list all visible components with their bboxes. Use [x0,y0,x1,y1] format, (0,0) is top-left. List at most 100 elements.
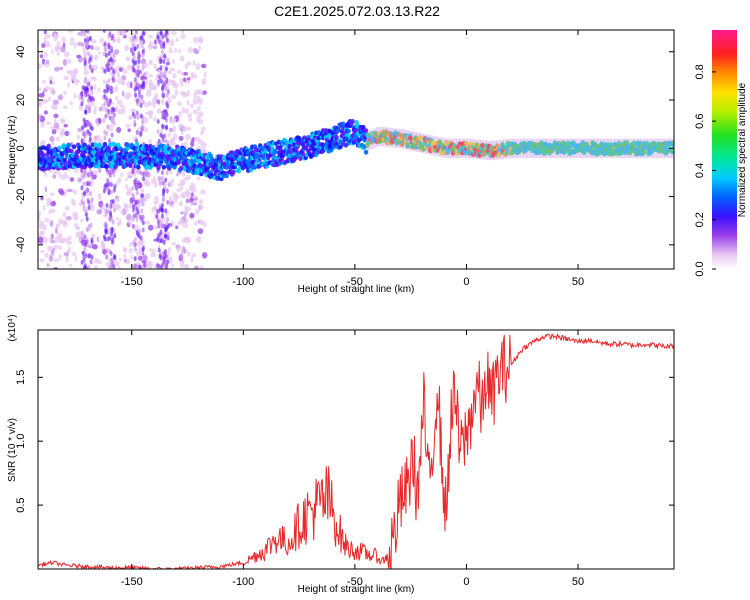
heat-speck [194,136,199,142]
heat-speck [153,116,157,122]
heat-speck [161,98,165,106]
heat-streak [132,67,136,73]
heat-speck [170,178,174,183]
heat-speck [121,81,126,85]
heat-speck [188,185,193,192]
heat-speck [53,244,59,250]
heat-streak [134,30,138,35]
heat-speck [57,94,63,101]
heat-streak [131,43,135,49]
spectrogram-y-ticks: -40 -20 0 20 40 [15,46,674,253]
heat-streak [157,247,161,253]
heat-speck [175,37,179,42]
heat-speck [187,46,194,54]
heat-streak [103,101,107,107]
heat-streak [141,176,145,182]
heat-speck [65,255,69,263]
heat-speck [53,66,60,72]
heat-streak [83,88,87,94]
heat-speck [129,81,133,89]
heat-speck [187,112,193,119]
heat-streak [81,250,85,256]
heat-speck [64,130,70,137]
heat-streak [162,114,166,120]
heat-halo [580,138,585,158]
heat-speck [189,103,194,108]
heat-halo [536,138,541,158]
heat-halo [570,138,575,158]
heat-band-cell [66,142,71,148]
heat-halo [543,138,548,158]
heat-streak [162,58,166,64]
heat-speck [186,251,191,257]
heat-speck [48,87,54,91]
heat-streak [85,181,89,187]
heat-speck [73,92,77,100]
heat-streak [166,216,170,222]
heat-speck [94,83,97,91]
heat-streak [90,89,94,95]
heat-streak [165,221,169,227]
spectrogram-frame [37,29,675,270]
heat-halo [479,140,484,160]
heat-halo [520,138,525,158]
heat-streak [110,35,114,41]
heat-speck [44,33,51,39]
heat-streak [162,257,166,263]
heat-speck [45,59,50,65]
heat-streak [136,115,140,121]
heat-speck [118,257,123,262]
heat-speck [117,78,123,85]
heat-speck [63,105,68,110]
heat-streak [87,223,91,229]
heat-speck [94,169,98,177]
heat-streak [135,183,139,189]
heat-speck [44,186,48,193]
heat-speck [143,63,149,69]
heat-speck [67,82,70,89]
heat-speck [160,127,164,134]
heat-halo [366,131,371,151]
heat-streak [88,131,92,137]
heat-speck [193,36,199,44]
heat-speck [69,40,75,46]
heat-streak [131,185,135,191]
heat-speck [39,54,44,59]
heat-streak [139,35,143,41]
heat-streak [135,190,139,196]
heat-speck [60,237,67,244]
heat-speck [146,88,152,94]
heat-speck [96,209,103,215]
heat-speck [47,96,52,101]
heat-streak [142,31,146,37]
heat-speck [97,192,102,200]
heat-speck [62,220,68,228]
heat-speck [105,80,108,85]
heat-streak [131,194,135,200]
heat-speck [167,132,171,138]
heat-band-cell [236,168,242,174]
heat-band-cell [298,156,303,161]
heat-band-cell [196,148,201,154]
heat-streak [131,216,135,222]
heat-streak [109,89,113,95]
snr-series-line [38,333,674,569]
heat-halo [386,127,391,147]
heat-speck [171,30,177,36]
heat-speck [90,39,97,44]
heat-speck [76,227,80,231]
heat-streak [85,216,89,222]
heat-speck [93,265,98,269]
heat-speck [116,126,122,134]
heat-streak [164,233,168,239]
heat-streak [106,100,110,106]
heat-speck [131,169,135,175]
heat-halo [382,127,387,147]
heat-speck [144,196,148,202]
heat-band-cell [74,153,80,159]
heat-speck [51,129,57,135]
heat-halo [406,130,411,150]
heat-speck [186,174,191,180]
heat-band-cell [62,157,67,163]
